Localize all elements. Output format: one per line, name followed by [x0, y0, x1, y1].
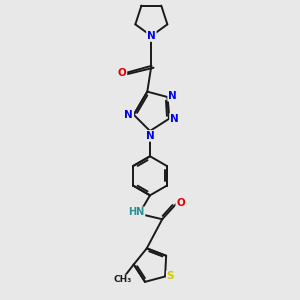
Text: N: N [168, 91, 177, 101]
Text: CH₃: CH₃ [114, 275, 132, 284]
Text: N: N [146, 131, 154, 141]
Text: N: N [147, 31, 156, 41]
Text: HN: HN [128, 207, 145, 218]
Text: O: O [176, 198, 185, 208]
Text: N: N [124, 110, 133, 120]
Text: O: O [118, 68, 126, 78]
Text: S: S [167, 272, 174, 281]
Text: N: N [170, 114, 179, 124]
